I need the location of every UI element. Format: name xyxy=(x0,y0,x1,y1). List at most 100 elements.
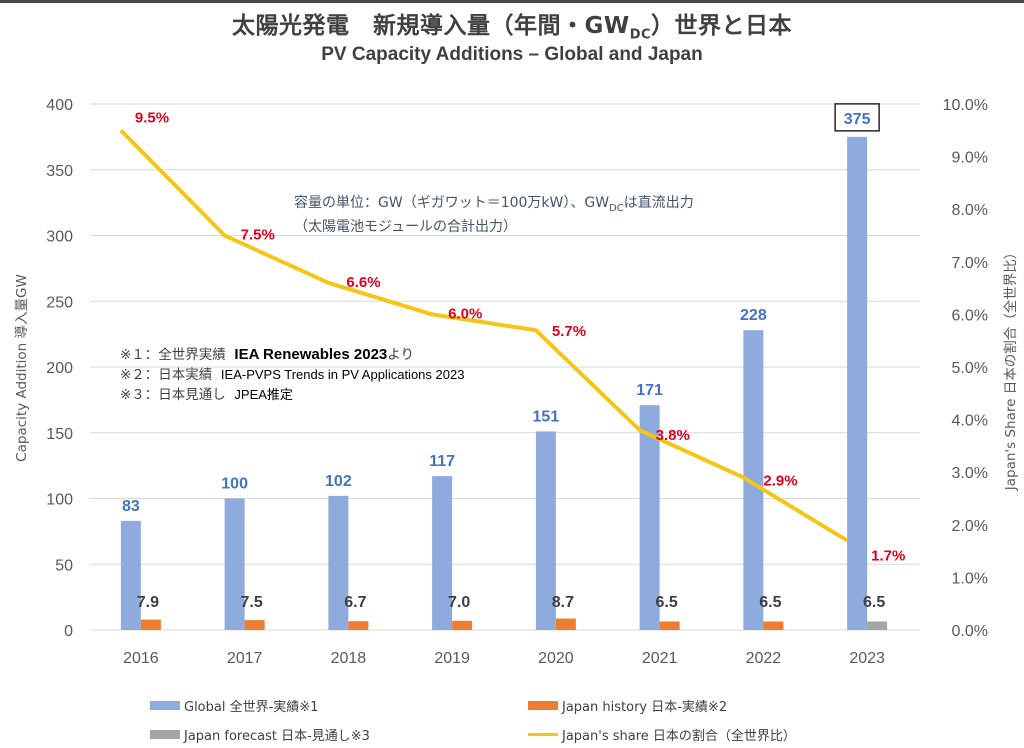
global-value-label: 171 xyxy=(636,382,663,399)
japan-value-label: 6.7 xyxy=(344,594,366,611)
category-label: 2023 xyxy=(849,650,885,667)
legend-swatch-japan-forecast xyxy=(150,730,180,739)
category-label: 2021 xyxy=(642,650,678,667)
category-label: 2016 xyxy=(123,650,159,667)
right-tick-label: 9.0% xyxy=(952,150,988,167)
left-tick-label: 200 xyxy=(46,360,73,377)
legend-item-japan-history: Japan history 日本-実績※2 xyxy=(528,696,727,715)
left-tick-label: 400 xyxy=(46,97,73,114)
right-tick-label: 4.0% xyxy=(952,413,988,430)
bar-japan-history xyxy=(452,620,473,630)
japan-value-label: 6.5 xyxy=(863,594,885,611)
right-tick-label: 8.0% xyxy=(952,202,988,219)
bar-global xyxy=(639,405,660,630)
japan-value-label: 6.5 xyxy=(656,594,678,611)
japan-value-label: 6.5 xyxy=(759,594,781,611)
source-note-2: ※２：日本実績 IEA-PVPS Trends in PV Applicatio… xyxy=(120,367,465,383)
legend-line-japan-share xyxy=(528,733,558,736)
right-tick-label: 2.0% xyxy=(952,518,988,535)
right-tick-label: 0.0% xyxy=(952,623,988,640)
share-value-label: 9.5% xyxy=(135,109,169,126)
legend-item-japan-share: Japan's share 日本の割合（全世界比） xyxy=(528,725,796,744)
source-notes: ※１：全世界実績 IEA Renewables 2023より ※２：日本実績 I… xyxy=(120,345,464,405)
legend-label-japan-history: Japan history 日本-実績※2 xyxy=(562,700,728,715)
bar-global xyxy=(328,495,349,630)
category-label: 2017 xyxy=(227,650,263,667)
share-value-label: 6.6% xyxy=(346,274,380,291)
legend-label-japan-share: Japan's share 日本の割合（全世界比） xyxy=(562,729,796,744)
category-label: 2018 xyxy=(331,650,367,667)
category-label: 2020 xyxy=(538,650,574,667)
right-axis-ticks: 0.0% 1.0% 2.0% 3.0% 4.0% 5.0% 6.0% 7.0% 8.0% 9.0%… xyxy=(943,97,988,640)
left-tick-label: 250 xyxy=(46,294,73,311)
bar-global xyxy=(847,136,868,630)
legend-label-global: Global 全世界-実績※1 xyxy=(184,700,319,715)
bar-japan-history xyxy=(244,620,265,630)
legend-item-japan-forecast: Japan forecast 日本-見通し※3 xyxy=(150,725,370,744)
unit-note-line2: （太陽電池モジュールの合計出力） xyxy=(294,218,518,235)
chart-title-en: PV Capacity Additions – Global and Japan xyxy=(321,44,703,65)
right-tick-label: 10.0% xyxy=(943,97,988,114)
top-border xyxy=(0,0,1024,3)
bar-japan-history xyxy=(348,621,369,630)
data-labels: 83 7.9 100 7.5 102 6.7 117 7.0 151 8.7 171 6.5 228 6.… xyxy=(122,103,905,611)
source-note-3: ※３：日本見通し JPEA推定 xyxy=(120,387,293,403)
legend-swatch-japan-history xyxy=(528,701,558,710)
bar-japan-history xyxy=(140,619,161,630)
share-line xyxy=(119,128,849,543)
bar-global xyxy=(432,476,453,630)
japan-value-label: 7.0 xyxy=(448,594,470,611)
left-tick-label: 350 xyxy=(46,163,73,180)
global-value-label: 83 xyxy=(122,498,140,515)
bar-japan-history xyxy=(763,621,784,630)
global-value-label: 117 xyxy=(429,453,455,470)
global-value-label: 102 xyxy=(325,473,352,490)
bar-global xyxy=(535,431,556,630)
bar-japan-forecast xyxy=(867,621,888,630)
bar-japan-history xyxy=(555,618,576,630)
unit-note-line1: 容量の単位：GW（ギガワット＝100万kW）、GWDCは直流出力 xyxy=(294,195,694,214)
unit-note: 容量の単位：GW（ギガワット＝100万kW）、GWDCは直流出力 （太陽電池モジ… xyxy=(294,194,694,237)
right-tick-label: 5.0% xyxy=(952,360,988,377)
left-axis-title: Capacity Addition 導入量GW xyxy=(14,274,30,462)
japan-value-label: 7.9 xyxy=(137,594,159,611)
japan-value-label: 8.7 xyxy=(552,594,574,611)
left-tick-label: 50 xyxy=(55,557,73,574)
legend-swatch-global xyxy=(150,701,180,710)
legend-item-global: Global 全世界-実績※1 xyxy=(150,696,318,715)
right-tick-label: 3.0% xyxy=(952,465,988,482)
left-tick-label: 150 xyxy=(46,426,73,443)
share-line-path xyxy=(119,128,849,543)
right-tick-label: 6.0% xyxy=(952,307,988,324)
japan-value-label: 7.5 xyxy=(241,594,263,611)
right-axis-title: Japan's Share 日本の割合（全世界比） xyxy=(1002,246,1019,491)
bars xyxy=(120,136,888,630)
share-value-label: 5.7% xyxy=(552,323,586,340)
category-label: 2022 xyxy=(746,650,782,667)
global-value-label: 228 xyxy=(740,307,767,324)
global-value-label: 100 xyxy=(221,476,248,493)
left-tick-label: 0 xyxy=(64,623,73,640)
share-value-label: 6.0% xyxy=(448,305,482,322)
source-note-1: ※１：全世界実績 IEA Renewables 2023より xyxy=(120,346,414,363)
global-value-label: 375 xyxy=(844,111,871,128)
category-axis: 2016 2017 2018 2019 2020 2021 2022 2023 xyxy=(123,650,885,667)
bar-global xyxy=(224,498,245,630)
legend-label-japan-forecast: Japan forecast 日本-見通し※3 xyxy=(184,729,370,744)
right-tick-label: 1.0% xyxy=(952,570,988,587)
left-axis-ticks: 0 50 100 150 200 250 300 350 400 xyxy=(46,97,73,640)
share-value-label: 1.7% xyxy=(871,548,905,565)
highlight-box xyxy=(834,103,880,132)
left-tick-label: 300 xyxy=(46,229,73,246)
category-label: 2019 xyxy=(434,650,470,667)
bar-japan-history xyxy=(659,621,680,630)
share-value-label: 3.8% xyxy=(656,427,690,444)
chart-title-jp: 太陽光発電 新規導入量（年間・GWDC）世界と日本 xyxy=(231,13,793,43)
global-value-label: 151 xyxy=(533,408,560,425)
bar-global xyxy=(743,330,764,630)
right-tick-label: 7.0% xyxy=(952,255,988,272)
left-tick-label: 100 xyxy=(46,492,73,509)
share-value-label: 2.9% xyxy=(763,472,797,489)
share-value-label: 7.5% xyxy=(241,227,275,244)
